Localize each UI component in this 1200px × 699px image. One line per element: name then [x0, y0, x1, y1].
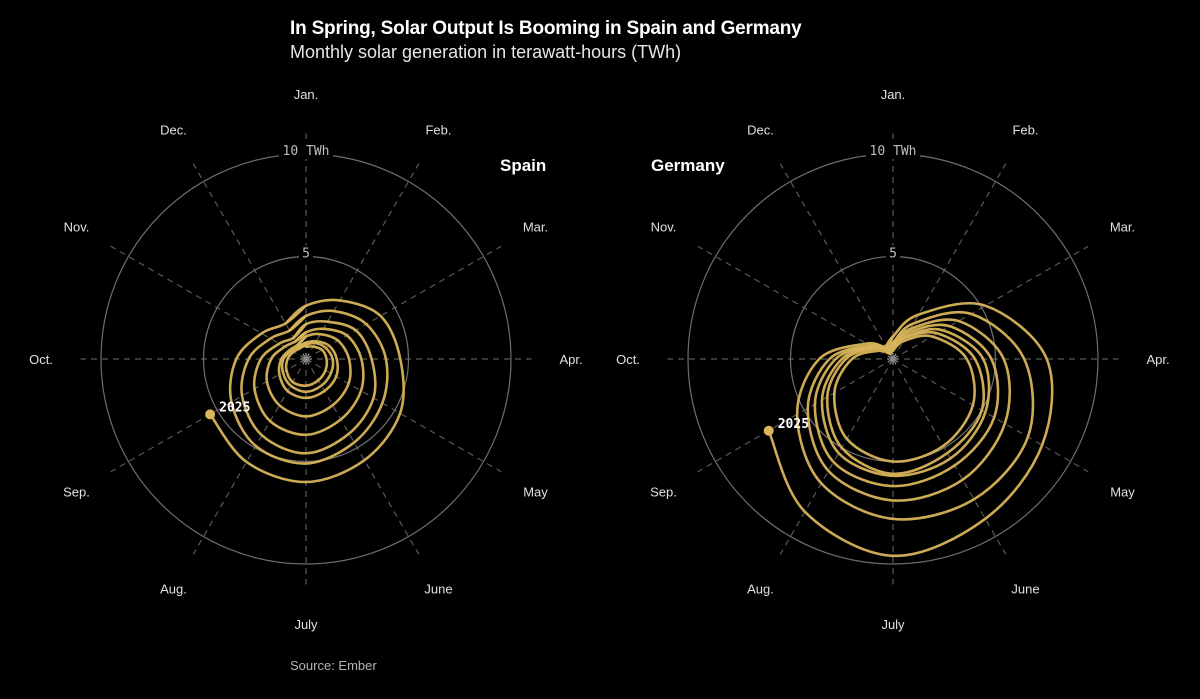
month-label-2: Feb.	[1012, 123, 1038, 138]
spoke-line	[892, 163, 1007, 360]
ring-label-backdrop	[279, 143, 333, 159]
month-label-5: May	[523, 485, 548, 500]
spoke-line	[892, 245, 1089, 360]
spoke-line	[305, 245, 502, 360]
series-line-1	[284, 343, 329, 387]
panel-title-germany: Germany	[651, 156, 725, 175]
month-label-7: July	[294, 617, 318, 632]
month-label-10: Oct.	[29, 352, 53, 367]
month-label-8: Aug.	[160, 582, 187, 597]
polar-chart-germany: 5 10 TWh Jan. Feb. Mar. Apr. May June July Aug. Se…	[616, 87, 1169, 632]
month-label-6: June	[424, 582, 452, 597]
month-label-1: Jan.	[881, 87, 906, 102]
series-line-1	[833, 334, 976, 463]
polar-chart-spain: 5 10 TWh Jan. Feb. Mar. Apr. May June July Aug. Se…	[29, 87, 582, 632]
month-label-7: July	[881, 617, 905, 632]
month-label-8: Aug.	[747, 582, 774, 597]
series-line-7	[767, 301, 1054, 558]
spoke-line	[305, 163, 420, 360]
spoke-line	[192, 358, 307, 555]
ring-label: 10 TWh	[870, 144, 917, 159]
month-label-12: Dec.	[747, 123, 774, 138]
series-line-6	[240, 314, 377, 455]
series-line-8	[208, 298, 405, 484]
spoke-line	[697, 358, 894, 473]
month-label-4: Apr.	[559, 352, 582, 367]
month-label-11: Nov.	[651, 220, 677, 235]
month-label-6: June	[1011, 582, 1039, 597]
spoke-line	[305, 358, 502, 473]
ring-label: 5	[302, 247, 310, 262]
series-end-label: 2025	[778, 417, 809, 432]
month-label-4: Apr.	[1146, 352, 1169, 367]
series-end-dot	[763, 425, 774, 436]
spoke-line	[779, 358, 894, 555]
spoke-line	[110, 245, 307, 360]
month-label-11: Nov.	[64, 220, 90, 235]
ring-label-backdrop	[886, 245, 900, 262]
month-label-5: May	[1110, 485, 1135, 500]
spoke-line	[892, 358, 1007, 555]
series-line-6	[795, 310, 1035, 521]
series-line-3	[277, 335, 339, 400]
ring-label: 10 TWh	[283, 144, 330, 159]
chart-subtitle: Monthly solar generation in terawatt-hou…	[290, 42, 682, 62]
source-note: Source: Ember	[290, 658, 377, 673]
series-line-2	[280, 341, 335, 394]
ring-label: 5	[889, 247, 897, 262]
center-star-ray	[892, 355, 899, 360]
series-end-dot	[205, 409, 216, 420]
month-label-9: Sep.	[650, 485, 677, 500]
ring-label-backdrop	[866, 143, 920, 159]
month-label-3: Mar.	[1110, 220, 1135, 235]
series-end-label: 2025	[219, 400, 250, 415]
month-label-12: Dec.	[160, 123, 187, 138]
series-line-5	[806, 318, 1012, 502]
series-line-5	[252, 322, 365, 437]
month-label-1: Jan.	[294, 87, 319, 102]
series-line-7	[228, 304, 389, 465]
ring-label-backdrop	[299, 245, 313, 262]
spoke-line	[697, 245, 894, 360]
series-line-4	[265, 331, 352, 418]
spoke-line	[892, 358, 1089, 473]
panel-title-spain: Spain	[500, 156, 546, 175]
center-star-ray	[305, 355, 312, 360]
month-label-9: Sep.	[63, 485, 90, 500]
month-label-10: Oct.	[616, 352, 640, 367]
spoke-line	[779, 163, 894, 360]
month-label-2: Feb.	[425, 123, 451, 138]
chart-title: In Spring, Solar Output Is Booming in Sp…	[290, 18, 802, 39]
spoke-line	[192, 163, 307, 360]
month-label-3: Mar.	[523, 220, 548, 235]
